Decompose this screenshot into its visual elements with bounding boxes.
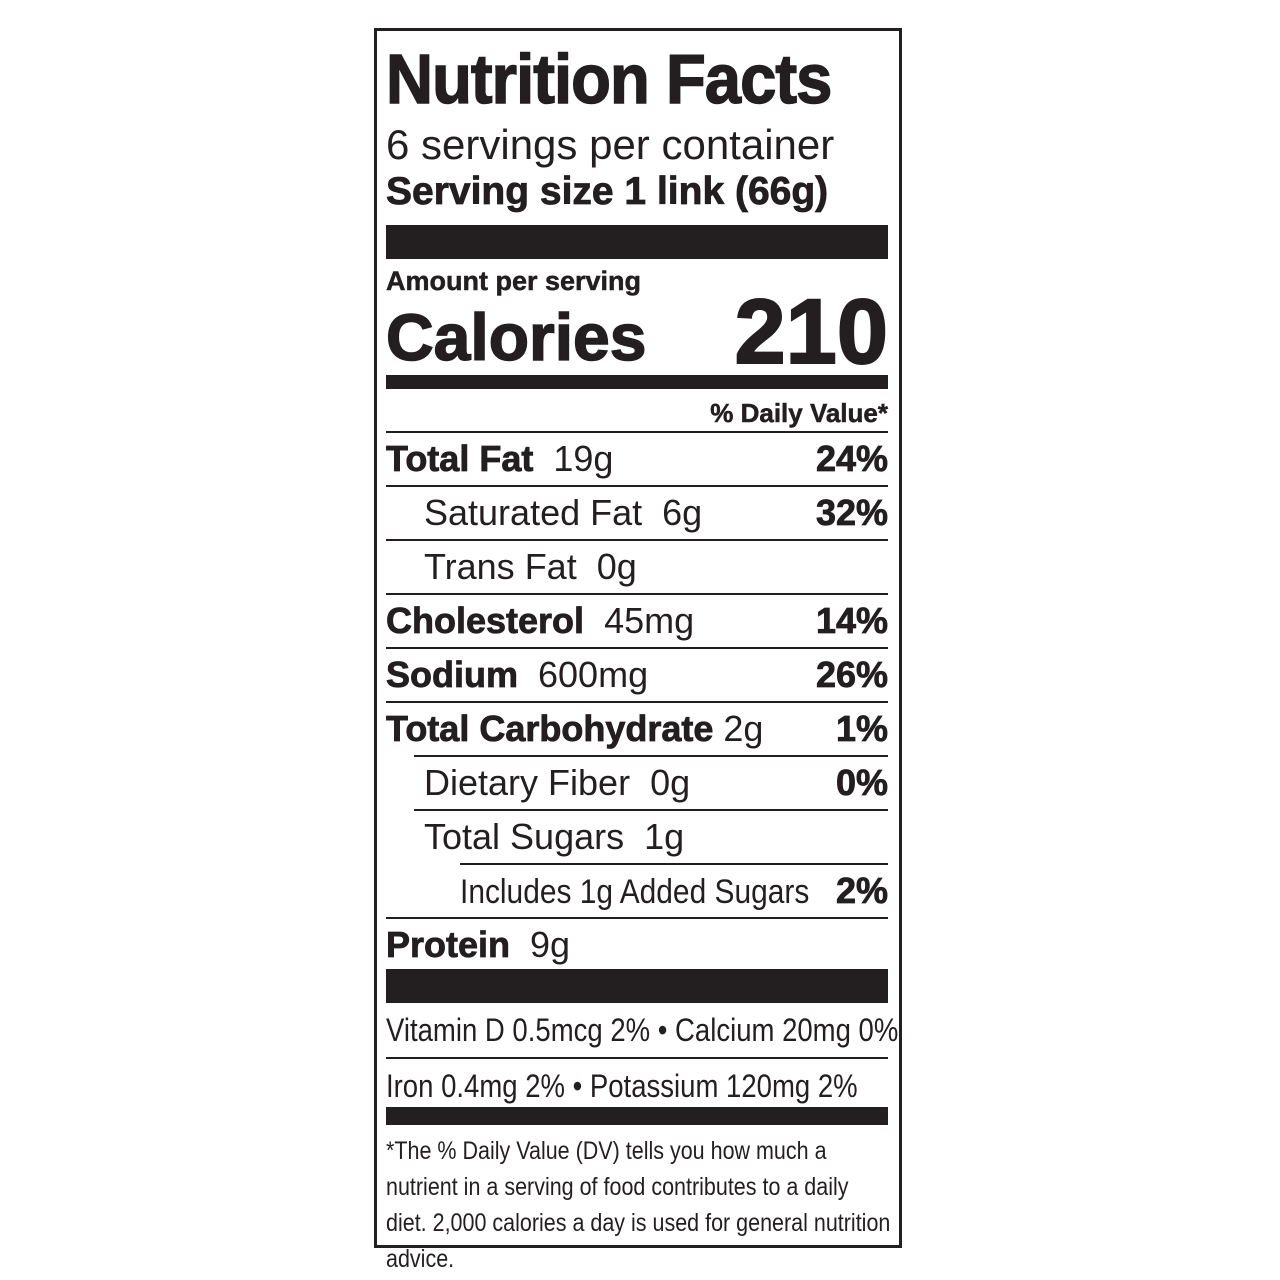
nutrient-row-saturated-fat: Saturated Fat 6g 32% [386,485,888,539]
serving-size: Serving size 1 link (66g) [386,170,829,214]
nutrient-row-trans-fat: Trans Fat 0g [386,539,888,593]
label-title: Nutrition Facts [385,39,833,119]
thick-divider [386,969,888,1003]
thin-divider [386,1057,888,1059]
vitamins-row-1: Vitamin D 0.5mcg 2% • Calcium 20mg 0% [386,1012,899,1048]
nutrient-row-cholesterol: Cholesterol 45mg 14% [386,593,888,647]
nutrient-row-added-sugars: Includes 1g Added Sugars 2% [460,863,888,918]
calories-row: Calories 210 [385,281,889,383]
footnote: *The % Daily Value (DV) tells you how mu… [386,1137,891,1273]
thick-divider [386,225,888,259]
nutrient-row-sodium: Sodium 600mg 26% [386,647,888,701]
nutrient-row-total-carbohydrate: Total Carbohydrate 2g 1% [386,701,888,755]
servings-per-container: 6 servings per container [386,121,835,168]
medium-divider [386,375,888,389]
medium-divider [386,1107,888,1125]
calories-value: 210 [734,281,889,383]
nutrient-row-dietary-fiber: Dietary Fiber 0g 0% [414,755,888,809]
daily-value-header: % Daily Value* [710,398,888,429]
amount-per-serving: Amount per serving [386,266,642,297]
nutrient-row-total-sugars: Total Sugars 1g [414,809,888,863]
nutrient-row-protein: Protein 9g [386,917,888,971]
nutrition-facts-label: Nutrition Facts 6 servings per container… [374,28,902,1273]
vitamins-row-2: Iron 0.4mg 2% • Potassium 120mg 2% [386,1068,858,1104]
nutrient-row-total-fat: Total Fat 19g 24% [386,431,888,485]
calories-label: Calories [385,299,647,375]
